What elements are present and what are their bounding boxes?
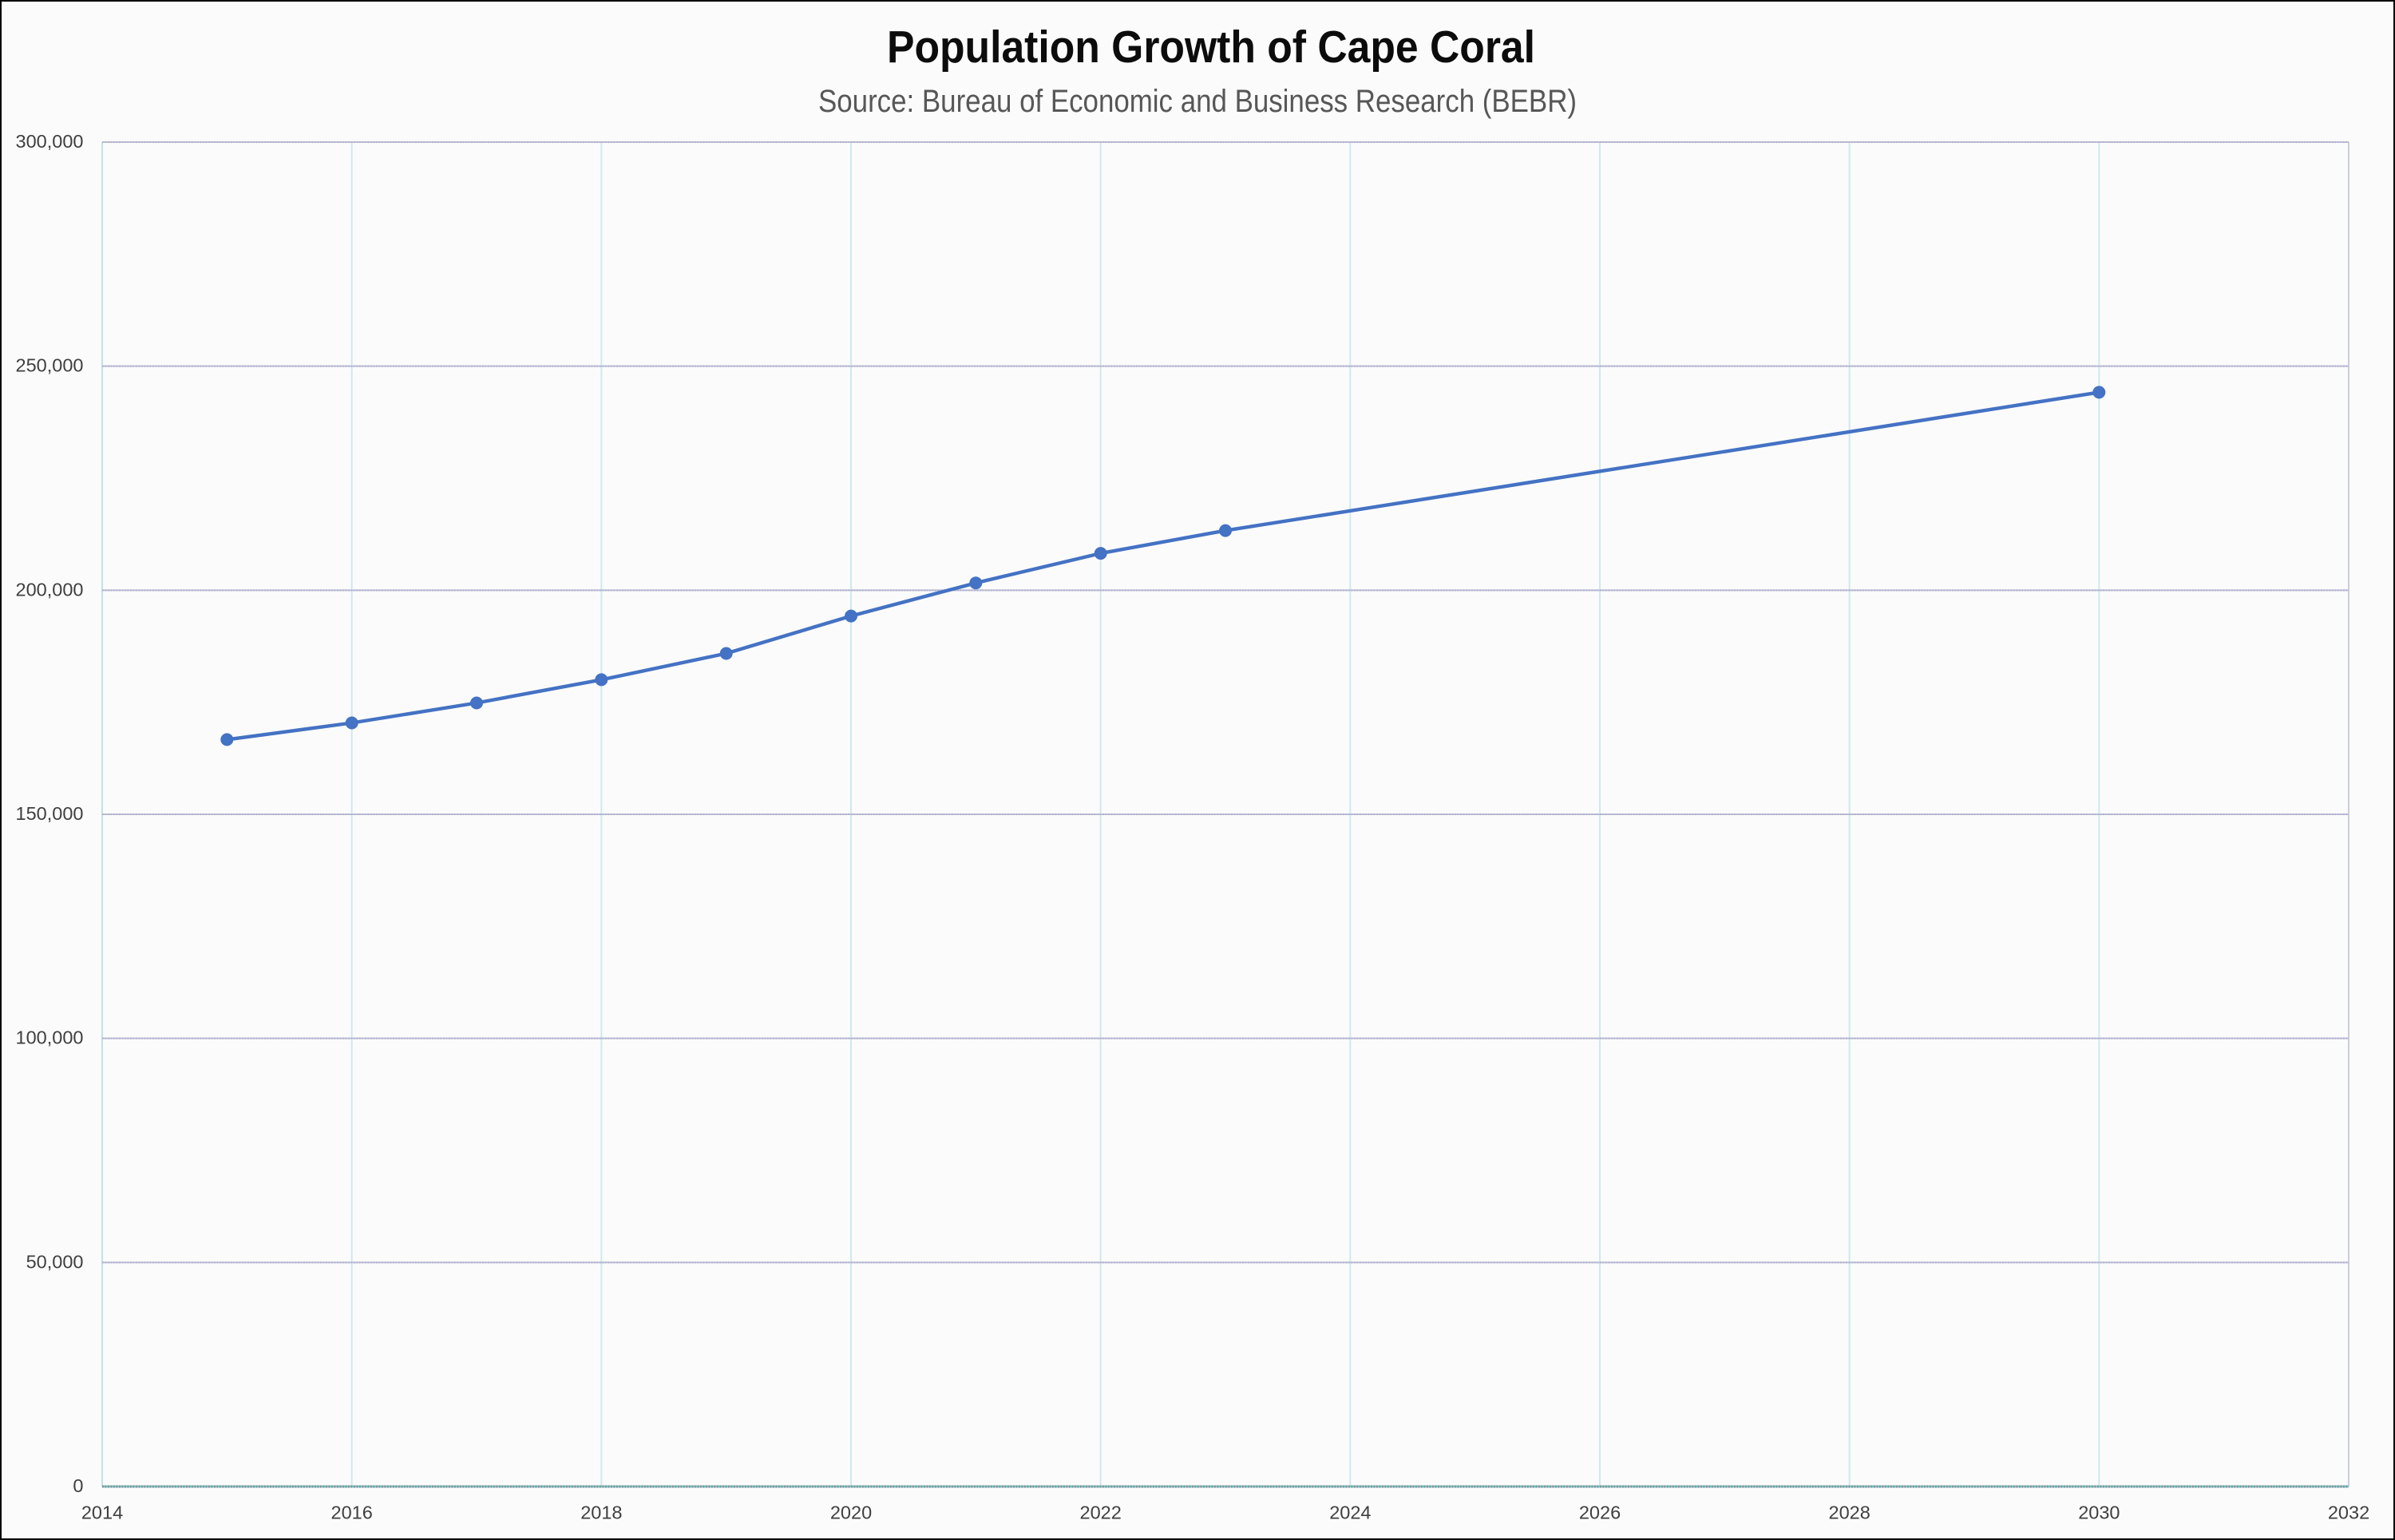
svg-text:200,000: 200,000	[16, 579, 84, 600]
svg-text:2028: 2028	[1829, 1502, 1870, 1523]
svg-text:Source: Bureau of Economic and: Source: Bureau of Economic and Business …	[818, 84, 1577, 119]
svg-text:150,000: 150,000	[16, 803, 84, 824]
svg-text:2016: 2016	[331, 1502, 373, 1523]
svg-text:2024: 2024	[1329, 1502, 1371, 1523]
svg-text:2020: 2020	[830, 1502, 872, 1523]
svg-text:50,000: 50,000	[26, 1251, 84, 1272]
svg-text:100,000: 100,000	[16, 1027, 84, 1048]
svg-text:300,000: 300,000	[16, 131, 84, 152]
svg-text:2014: 2014	[81, 1502, 123, 1523]
svg-text:2018: 2018	[580, 1502, 622, 1523]
svg-text:0: 0	[73, 1475, 83, 1496]
svg-text:Population Growth of Cape Cora: Population Growth of Cape Coral	[887, 22, 1535, 73]
svg-text:2030: 2030	[2078, 1502, 2120, 1523]
svg-text:2022: 2022	[1080, 1502, 1122, 1523]
svg-text:2026: 2026	[1579, 1502, 1621, 1523]
svg-text:2032: 2032	[2328, 1502, 2369, 1523]
svg-text:250,000: 250,000	[16, 355, 84, 376]
